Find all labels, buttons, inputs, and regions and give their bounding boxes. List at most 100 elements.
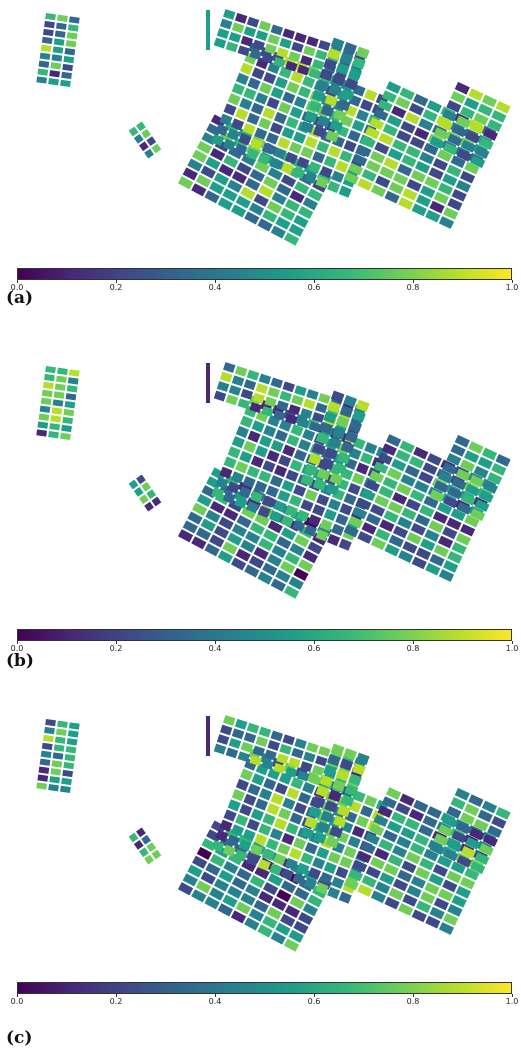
city-block: [253, 193, 269, 207]
city-block: [333, 462, 347, 475]
city-block: [325, 483, 340, 496]
city-block: [311, 411, 325, 423]
city-block: [369, 470, 385, 484]
city-block: [365, 512, 381, 526]
city-block: [36, 782, 48, 790]
city-block: [482, 481, 498, 494]
city-block: [308, 421, 322, 433]
city-block: [246, 112, 260, 126]
city-block: [276, 400, 289, 412]
city-block: [451, 124, 467, 138]
city-block: [258, 373, 272, 385]
city-block: [327, 498, 341, 511]
city-block: [339, 52, 354, 65]
city-block: [464, 161, 480, 175]
city-block: [400, 473, 416, 487]
city-block: [459, 459, 476, 473]
panel-b: (b) 0.0 0.2 0.4 0.6 0.8 1.0: [0, 353, 521, 706]
city-block: [327, 180, 341, 194]
city-block: [222, 894, 238, 908]
city-block: [222, 844, 236, 857]
city-block: [385, 81, 402, 94]
colorbar-tick-mark: [17, 641, 18, 644]
city-block: [270, 578, 286, 592]
city-block: [464, 97, 480, 111]
city-block: [200, 518, 216, 532]
city-block: [230, 471, 245, 484]
city-block: [261, 759, 274, 770]
city-block: [139, 141, 149, 152]
city-block: [338, 185, 352, 198]
city-block: [213, 172, 230, 186]
city-block: [343, 846, 357, 859]
city-block: [62, 416, 74, 425]
city-block: [266, 200, 283, 214]
city-block: [267, 740, 280, 751]
city-block: [289, 896, 305, 910]
city-block: [269, 828, 283, 841]
city-block: [294, 385, 307, 397]
city-block: [482, 128, 498, 141]
city-block: [438, 922, 455, 935]
city-block: [136, 827, 146, 838]
city-block: [215, 123, 229, 137]
city-block: [288, 576, 304, 590]
city-block: [237, 398, 250, 410]
city-block: [446, 453, 462, 466]
city-block: [437, 471, 453, 484]
city-block: [44, 726, 55, 735]
city-block: [261, 495, 275, 508]
city-block: [141, 481, 151, 492]
city-block: [459, 170, 476, 184]
city-block: [204, 190, 220, 204]
city-block: [240, 388, 254, 400]
block-group: [177, 114, 333, 246]
city-block: [315, 49, 328, 61]
city-block: [204, 896, 220, 910]
city-block: [384, 190, 400, 204]
city-block: [236, 161, 252, 176]
city-block: [241, 506, 257, 520]
city-block: [455, 532, 471, 546]
city-block: [282, 381, 295, 393]
colorbar-tick-mark: [314, 994, 315, 997]
city-block: [370, 890, 387, 904]
city-block: [365, 865, 381, 879]
city-block: [62, 769, 74, 778]
city-block: [300, 473, 315, 487]
city-block: [447, 133, 463, 147]
city-block: [420, 891, 436, 905]
city-block: [258, 890, 274, 905]
city-block: [206, 716, 210, 756]
city-block: [62, 63, 74, 72]
city-block: [235, 901, 251, 915]
city-block: [209, 887, 225, 901]
city-block: [331, 876, 345, 889]
city-block: [286, 81, 300, 94]
colorbar-tick-mark: [116, 280, 117, 283]
city-block: [428, 167, 444, 180]
city-block: [234, 718, 248, 730]
city-block: [382, 829, 398, 843]
city-block: [297, 792, 312, 805]
city-block: [413, 799, 429, 813]
city-block: [225, 747, 239, 759]
city-block: [217, 197, 233, 211]
city-block: [375, 881, 391, 895]
city-block: [328, 83, 342, 97]
city-block: [320, 457, 335, 471]
city-block: [45, 365, 56, 374]
city-block: [60, 79, 71, 88]
city-block: [67, 377, 79, 385]
city-block: [63, 408, 75, 417]
city-block: [320, 104, 335, 118]
city-block: [231, 83, 245, 96]
colorbar-tick-label: 0.8: [406, 997, 420, 1006]
city-block: [473, 112, 489, 126]
city-block: [257, 152, 271, 166]
city-block: [370, 537, 387, 551]
city-block: [227, 93, 241, 106]
city-block: [319, 774, 334, 788]
city-block: [244, 564, 260, 578]
colorbar-tick-label: 0.4: [208, 283, 222, 292]
